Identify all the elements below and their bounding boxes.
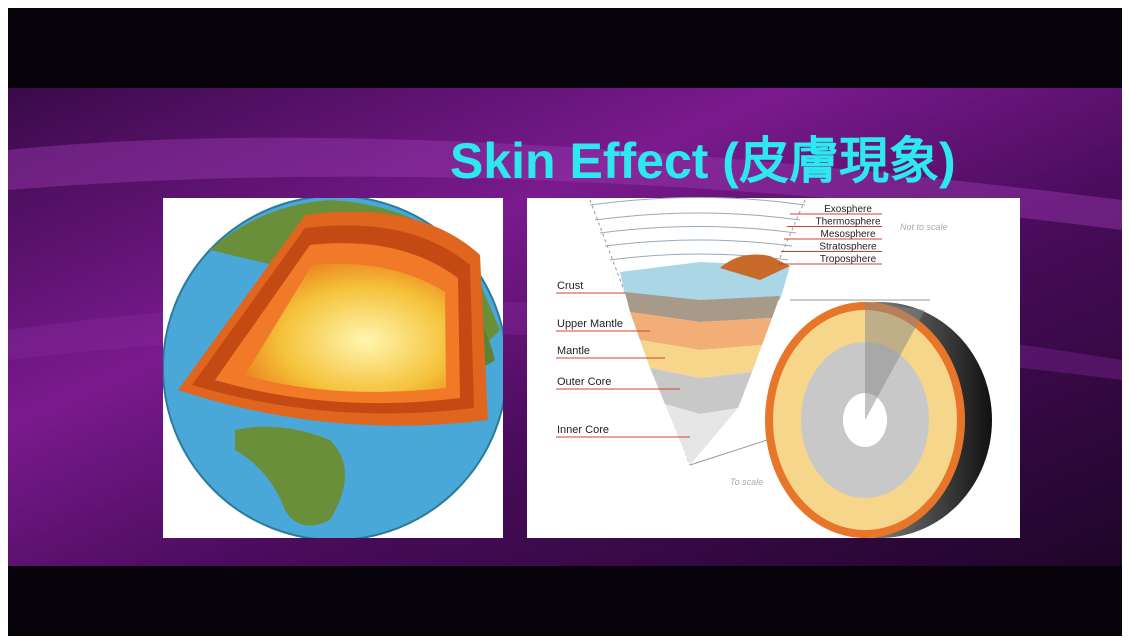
layer-labels: Crust Upper Mantle Mantle Outer Core Inner C… [556,280,690,438]
atmosphere-label: Thermosphere [815,217,880,228]
layer-label: Outer Core [557,376,611,388]
earth-illustration [163,198,503,538]
atmosphere-label: Exosphere [824,204,872,215]
layer-label: Upper Mantle [557,318,623,330]
background-swoosh [8,137,1122,230]
atmosphere-label: Troposphere [820,254,877,265]
scale-note: To scale [730,477,763,487]
atmosphere-note: Not to scale [900,222,948,232]
slide-title: Skin Effect (皮膚現象) [450,133,956,189]
atmosphere-label: Mesosphere [820,229,875,240]
layer-label: Mantle [557,345,590,357]
layer-label: Inner Core [557,424,609,436]
atmosphere-label: Stratosphere [819,242,877,253]
layer-label: Crust [557,280,583,292]
layers-diagram [589,197,992,538]
